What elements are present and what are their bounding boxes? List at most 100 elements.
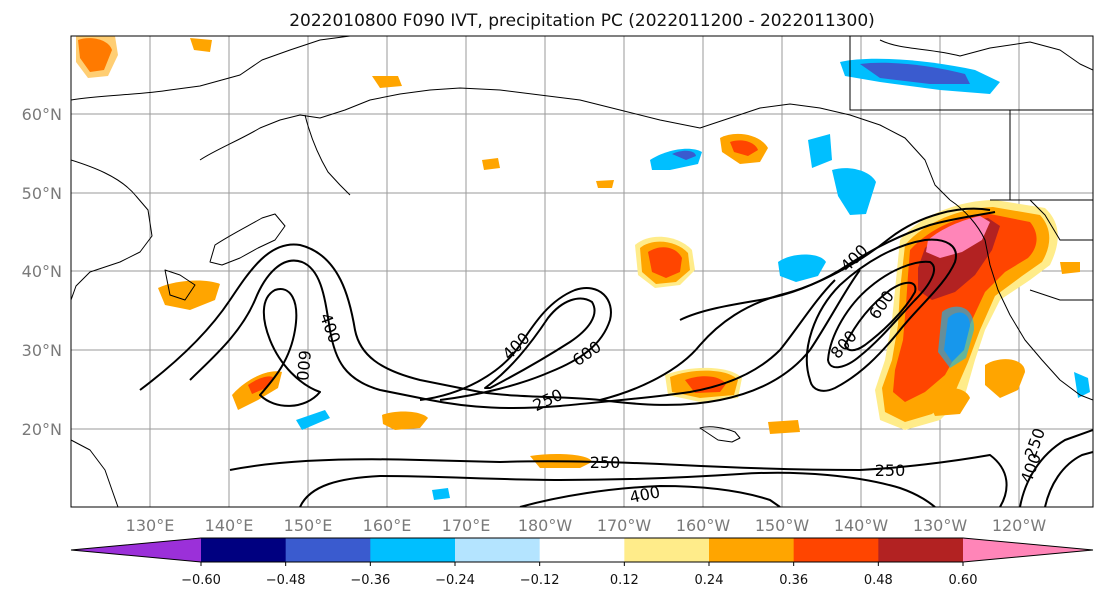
precip-region	[482, 158, 500, 170]
contour-label: 250	[875, 461, 906, 480]
precip-region	[985, 359, 1025, 398]
lat-label: 60°N	[22, 105, 62, 124]
lat-label: 30°N	[22, 341, 62, 360]
ivt-contour	[1019, 429, 1093, 507]
colorbar-swatch	[539, 538, 625, 562]
map-panel: 400 600 250 400 600 250 250 400 800 600 …	[70, 35, 1094, 508]
lon-label: 120°W	[992, 516, 1047, 535]
lon-label: 130°W	[913, 516, 968, 535]
lon-label: 140°E	[205, 516, 254, 535]
lon-label: 170°W	[597, 516, 652, 535]
ivt-contour	[259, 288, 321, 407]
colorbar-swatch	[878, 538, 964, 562]
colorbar-swatch	[624, 538, 710, 562]
lon-label: 150°W	[755, 516, 810, 535]
lat-label: 40°N	[22, 262, 62, 281]
contour-label: 600	[293, 349, 315, 381]
lon-label: 130°E	[126, 516, 175, 535]
colorbar-tick-label: 0.24	[695, 573, 724, 588]
precip-region	[778, 254, 826, 282]
ivt-contour	[679, 211, 996, 321]
coastline	[304, 114, 351, 196]
ivt-contour	[519, 485, 781, 507]
colorbar-tick-label: 0.48	[864, 573, 893, 588]
coastline	[1029, 289, 1093, 301]
precip-region	[648, 247, 682, 278]
precip-region	[808, 134, 832, 168]
ivt-contour	[419, 287, 612, 401]
ivt-contour	[299, 471, 936, 507]
precip-region	[768, 420, 800, 434]
coastlines	[71, 36, 1093, 507]
map-frame	[70, 35, 1094, 508]
lon-label: 180°W	[518, 516, 573, 535]
colorbar-swatch	[71, 538, 201, 562]
ivt-contour	[844, 281, 917, 352]
map-title: 2022010800 F090 IVT, precipitation PC (2…	[289, 11, 875, 31]
ivt-contour	[805, 238, 957, 392]
precip-region	[76, 36, 118, 78]
colorbar: −0.60 −0.48 −0.36 −0.24 −0.12 0.12 0.24 0.36 0.4…	[70, 537, 1094, 588]
colorbar-tick-label: 0.36	[779, 573, 808, 588]
precip-region	[926, 216, 990, 258]
coastline	[71, 159, 153, 301]
coastline	[699, 426, 741, 443]
colorbar-tick-label: −0.60	[181, 573, 221, 588]
precip-region	[832, 168, 876, 215]
precip-region	[860, 62, 970, 84]
ivt-contour	[229, 454, 1008, 507]
coastline	[949, 199, 1093, 401]
precip-region	[1074, 372, 1090, 398]
precip-region	[685, 376, 726, 393]
precip-region	[296, 410, 330, 430]
coastline	[71, 439, 119, 507]
colorbar-swatch	[709, 538, 795, 562]
colorbar-ticks: −0.60 −0.48 −0.36 −0.24 −0.12 0.12 0.24 0.36 0.4…	[181, 562, 977, 588]
lon-label: 140°W	[834, 516, 889, 535]
lon-label: 150°E	[284, 516, 333, 535]
coastline	[164, 269, 196, 301]
colorbar-swatch	[963, 538, 1093, 562]
precip-region	[190, 38, 212, 52]
coastline	[879, 39, 1093, 71]
precip-region	[938, 306, 975, 368]
lon-label: 170°E	[442, 516, 491, 535]
colorbar-tick-label: −0.48	[266, 573, 306, 588]
colorbar-tick-label: −0.24	[435, 573, 475, 588]
colorbar-tick-label: 0.60	[949, 573, 978, 588]
precip-region	[432, 488, 450, 500]
ivt-contour	[827, 260, 935, 369]
precip-region	[158, 280, 220, 310]
colorbar-swatches	[70, 537, 1094, 563]
precip-region	[382, 411, 428, 430]
lon-label: 160°E	[363, 516, 412, 535]
colorbar-swatch	[370, 538, 456, 562]
lat-label: 20°N	[22, 420, 62, 439]
ivt-contour	[484, 297, 596, 389]
colorbar-swatch	[793, 538, 879, 562]
ivt-contour	[189, 259, 836, 409]
lon-label: 160°W	[676, 516, 731, 535]
coastline	[71, 36, 351, 101]
lat-label: 50°N	[22, 184, 62, 203]
precip-region	[1060, 262, 1080, 274]
coastline	[209, 213, 286, 266]
precip-region	[248, 376, 274, 394]
precip-region	[672, 150, 696, 160]
colorbar-tick-label: −0.36	[350, 573, 390, 588]
coastline	[990, 199, 1093, 241]
colorbar-swatch	[285, 538, 371, 562]
latitude-labels: 60°N 50°N 40°N 30°N 20°N	[22, 105, 62, 439]
coastline	[849, 36, 1093, 111]
coastline	[199, 87, 951, 201]
colorbar-tick-label: 0.12	[610, 573, 639, 588]
colorbar-swatch	[455, 538, 541, 562]
colorbar-swatch	[201, 538, 287, 562]
longitude-labels: 130°E 140°E 150°E 160°E 170°E 180°W 170°…	[126, 516, 1047, 535]
colorbar-tick-label: −0.12	[520, 573, 560, 588]
precip-region	[372, 76, 402, 88]
ivt-contours	[139, 207, 1093, 507]
contour-label: 250	[590, 453, 621, 472]
precip-region	[596, 180, 614, 188]
ivt-contour	[139, 243, 861, 406]
